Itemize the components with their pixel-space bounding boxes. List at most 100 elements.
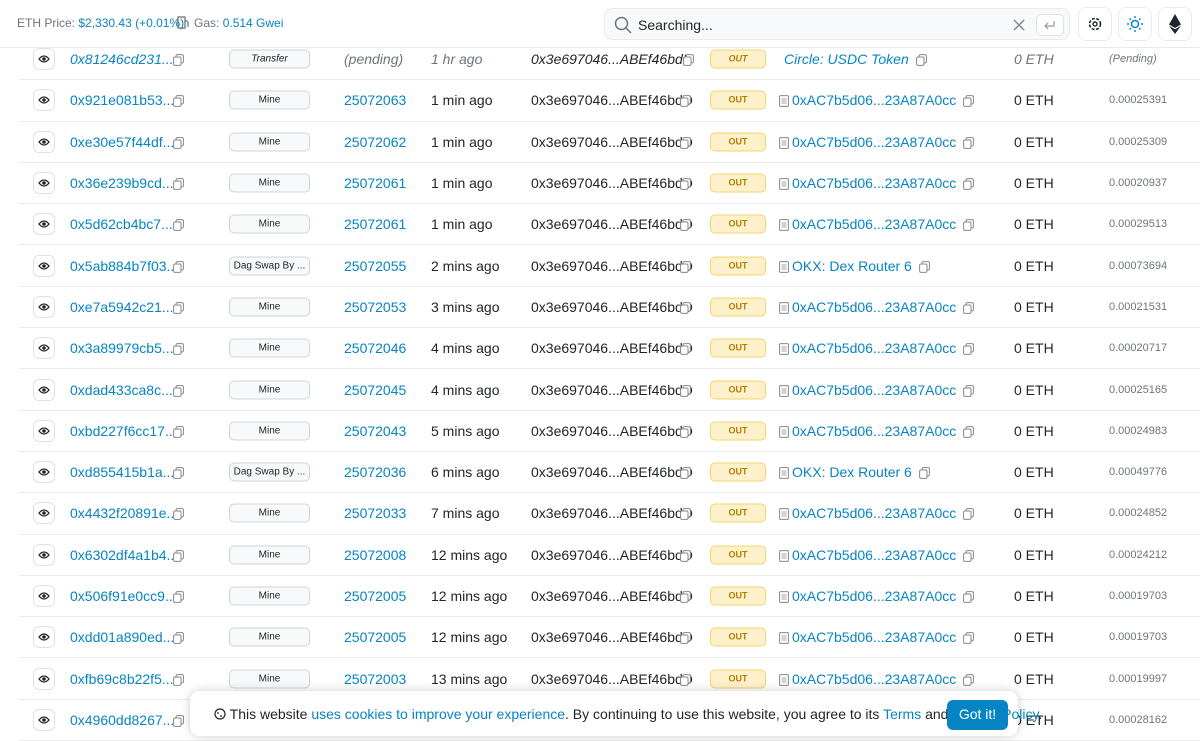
copy-icon[interactable]: [963, 177, 975, 190]
theme-button[interactable]: [1118, 7, 1152, 41]
copy-icon[interactable]: [918, 466, 930, 480]
copy-icon[interactable]: [173, 714, 184, 727]
block[interactable]: 25072005: [344, 629, 407, 646]
tx-hash[interactable]: 0x6302df4a1b4...: [70, 546, 179, 563]
view-button[interactable]: [33, 172, 55, 195]
block[interactable]: 25072043: [344, 422, 407, 439]
tx-hash[interactable]: 0x5d62cb4bc7...: [70, 216, 173, 233]
copy-icon[interactable]: [173, 301, 184, 314]
copy-icon[interactable]: [173, 177, 184, 190]
accept-button[interactable]: Got it!: [947, 700, 1008, 730]
copy-icon[interactable]: [680, 136, 691, 149]
to-address[interactable]: 0xAC7b5d06...23A87A0cc: [792, 381, 957, 398]
copy-icon[interactable]: [680, 673, 691, 686]
block[interactable]: 25072003: [344, 670, 407, 687]
tx-hash[interactable]: 0xe7a5942c21...: [70, 298, 174, 315]
copy-icon[interactable]: [173, 218, 184, 232]
copy-icon[interactable]: [963, 590, 975, 603]
tx-hash[interactable]: 0x81246cd231...: [70, 51, 174, 68]
tx-hash[interactable]: 0xd855415b1a...: [70, 464, 175, 481]
tx-hash[interactable]: 0x36e239b9cd...: [70, 175, 174, 192]
to-address[interactable]: 0xAC7b5d06...23A87A0cc: [792, 546, 957, 563]
block[interactable]: 25072005: [344, 588, 407, 605]
copy-icon[interactable]: [173, 549, 184, 562]
tx-hash[interactable]: 0xdad433ca8c...: [70, 381, 173, 398]
view-button[interactable]: [33, 254, 55, 277]
view-button[interactable]: [33, 295, 55, 318]
block[interactable]: 25072045: [344, 381, 407, 398]
block[interactable]: 25072036: [344, 464, 407, 481]
view-button[interactable]: [33, 48, 55, 71]
tx-hash[interactable]: 0x506f91e0cc9...: [70, 588, 177, 605]
copy-icon[interactable]: [963, 342, 975, 356]
network-button[interactable]: [1158, 7, 1192, 41]
tx-hash[interactable]: 0xbd227f6cc17...: [70, 422, 177, 439]
link[interactable]: Terms: [883, 706, 922, 722]
block[interactable]: 25072063: [344, 92, 407, 109]
copy-icon[interactable]: [963, 94, 975, 108]
copy-icon[interactable]: [680, 301, 691, 314]
to-address[interactable]: 0xAC7b5d06...23A87A0cc: [792, 340, 957, 357]
copy-icon[interactable]: [173, 384, 184, 397]
view-button[interactable]: [33, 213, 55, 236]
to-address[interactable]: OKX: Dex Router 6: [792, 257, 912, 274]
tx-hash[interactable]: 0x4960dd8267...: [70, 711, 175, 728]
copy-icon[interactable]: [173, 136, 184, 149]
copy-icon[interactable]: [963, 631, 975, 645]
link[interactable]: uses cookies to improve your experience: [311, 706, 566, 722]
copy-icon[interactable]: [963, 218, 975, 232]
copy-icon[interactable]: [173, 466, 184, 480]
tx-hash[interactable]: 0x5ab884b7f03...: [70, 257, 179, 274]
block[interactable]: 25072008: [344, 546, 407, 563]
copy-icon[interactable]: [173, 590, 184, 603]
tx-hash[interactable]: 0xe30e57f44df...: [70, 133, 175, 150]
copy-icon[interactable]: [173, 425, 184, 438]
copy-icon[interactable]: [680, 507, 691, 521]
copy-icon[interactable]: [173, 673, 184, 686]
view-button[interactable]: [33, 419, 55, 442]
view-button[interactable]: [33, 708, 55, 731]
view-button[interactable]: [33, 585, 55, 608]
block[interactable]: 25072061: [344, 216, 407, 233]
copy-icon[interactable]: [680, 342, 691, 356]
copy-icon[interactable]: [680, 177, 691, 190]
copy-icon[interactable]: [918, 260, 930, 273]
view-button[interactable]: [33, 337, 55, 360]
block[interactable]: 25072061: [344, 175, 407, 192]
view-button[interactable]: [33, 89, 55, 112]
copy-icon[interactable]: [683, 53, 694, 67]
to-address[interactable]: 0xAC7b5d06...23A87A0cc: [792, 629, 957, 646]
view-button[interactable]: [33, 130, 55, 153]
view-button[interactable]: [33, 502, 55, 525]
copy-icon[interactable]: [680, 590, 691, 603]
copy-icon[interactable]: [680, 260, 691, 273]
to-address[interactable]: 0xAC7b5d06...23A87A0cc: [792, 92, 957, 109]
block[interactable]: 25072062: [344, 133, 407, 150]
copy-icon[interactable]: [963, 507, 975, 521]
to-address[interactable]: 0xAC7b5d06...23A87A0cc: [792, 588, 957, 605]
copy-icon[interactable]: [963, 549, 975, 562]
copy-icon[interactable]: [173, 260, 184, 273]
block[interactable]: 25072055: [344, 257, 407, 274]
tx-hash[interactable]: 0x921e081b53...: [70, 92, 175, 109]
copy-icon[interactable]: [680, 631, 691, 645]
copy-icon[interactable]: [963, 301, 975, 314]
copy-icon[interactable]: [963, 673, 975, 686]
to-address[interactable]: 0xAC7b5d06...23A87A0cc: [792, 133, 957, 150]
copy-icon[interactable]: [963, 384, 975, 397]
view-button[interactable]: [33, 461, 55, 484]
copy-icon[interactable]: [173, 507, 184, 521]
copy-icon[interactable]: [915, 53, 927, 67]
copy-icon[interactable]: [680, 218, 691, 232]
copy-icon[interactable]: [173, 53, 184, 67]
view-button[interactable]: [33, 378, 55, 401]
to-address[interactable]: 0xAC7b5d06...23A87A0cc: [792, 216, 957, 233]
to-address[interactable]: 0xAC7b5d06...23A87A0cc: [792, 505, 957, 522]
copy-icon[interactable]: [680, 94, 691, 108]
view-button[interactable]: [33, 626, 55, 649]
to-address[interactable]: OKX: Dex Router 6: [792, 464, 912, 481]
copy-icon[interactable]: [680, 425, 691, 438]
tx-hash[interactable]: 0x3a89979cb5...: [70, 340, 174, 357]
view-button[interactable]: [33, 543, 55, 566]
copy-icon[interactable]: [680, 466, 691, 480]
